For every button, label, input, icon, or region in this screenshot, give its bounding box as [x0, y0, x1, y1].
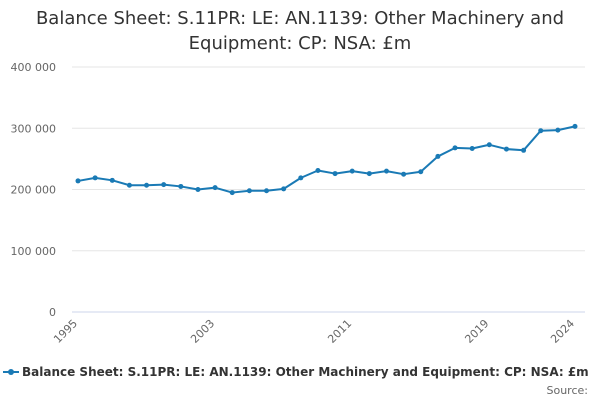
- data-point[interactable]: [109, 177, 115, 183]
- series-line: [77, 125, 576, 194]
- y-tick-label: 100 000: [11, 245, 57, 258]
- source-label: Source:: [547, 384, 589, 397]
- data-point[interactable]: [161, 182, 167, 188]
- data-point[interactable]: [366, 171, 372, 177]
- data-point[interactable]: [144, 182, 150, 188]
- y-tick-label: 300 000: [11, 122, 57, 135]
- legend[interactable]: Balance Sheet: S.11PR: LE: AN.1139: Othe…: [3, 365, 589, 379]
- x-tick-label: 2003: [188, 317, 217, 346]
- data-point[interactable]: [298, 175, 304, 181]
- data-point[interactable]: [452, 145, 458, 151]
- data-point[interactable]: [264, 188, 270, 194]
- data-point[interactable]: [349, 168, 355, 174]
- gridlines: [72, 66, 585, 252]
- data-point[interactable]: [332, 171, 338, 177]
- x-tick-label: 2024: [548, 317, 577, 346]
- data-point[interactable]: [212, 185, 218, 191]
- data-point[interactable]: [281, 186, 287, 192]
- data-point[interactable]: [383, 168, 389, 174]
- data-point[interactable]: [521, 147, 527, 153]
- data-point[interactable]: [315, 168, 321, 174]
- data-point[interactable]: [229, 190, 235, 196]
- y-tick-label: 200 000: [11, 184, 57, 197]
- chart-title-line-1: Balance Sheet: S.11PR: LE: AN.1139: Othe…: [35, 8, 565, 29]
- data-point[interactable]: [178, 183, 184, 189]
- data-point[interactable]: [555, 127, 561, 133]
- data-point[interactable]: [246, 188, 252, 194]
- data-point[interactable]: [486, 142, 492, 148]
- data-point[interactable]: [538, 128, 544, 134]
- data-point[interactable]: [469, 145, 475, 151]
- y-tick-label: 400 000: [11, 61, 57, 74]
- axes: 0 100 000 200 000 300 000 400 000 1995 2003 201…: [11, 61, 585, 346]
- data-point[interactable]: [572, 123, 578, 129]
- data-point[interactable]: [435, 153, 441, 159]
- data-point[interactable]: [126, 182, 132, 188]
- y-tick-label: 0: [49, 306, 56, 319]
- data-point[interactable]: [195, 187, 201, 192]
- legend-item-label[interactable]: Balance Sheet: S.11PR: LE: AN.1139: Othe…: [22, 365, 589, 379]
- data-point[interactable]: [503, 146, 509, 152]
- x-tick-label: 2019: [462, 317, 491, 346]
- data-point[interactable]: [401, 171, 407, 177]
- data-point[interactable]: [418, 169, 424, 175]
- x-tick-label: 1995: [51, 317, 80, 346]
- x-tick-label: 2011: [325, 317, 354, 346]
- legend-marker: [8, 369, 14, 375]
- chart-title: Balance Sheet: S.11PR: LE: AN.1139: Othe…: [0, 6, 600, 56]
- series-layer: [75, 123, 578, 196]
- data-point[interactable]: [75, 178, 81, 184]
- chart-title-line-2: Equipment: CP: NSA: £m: [188, 33, 412, 54]
- data-point[interactable]: [92, 175, 98, 181]
